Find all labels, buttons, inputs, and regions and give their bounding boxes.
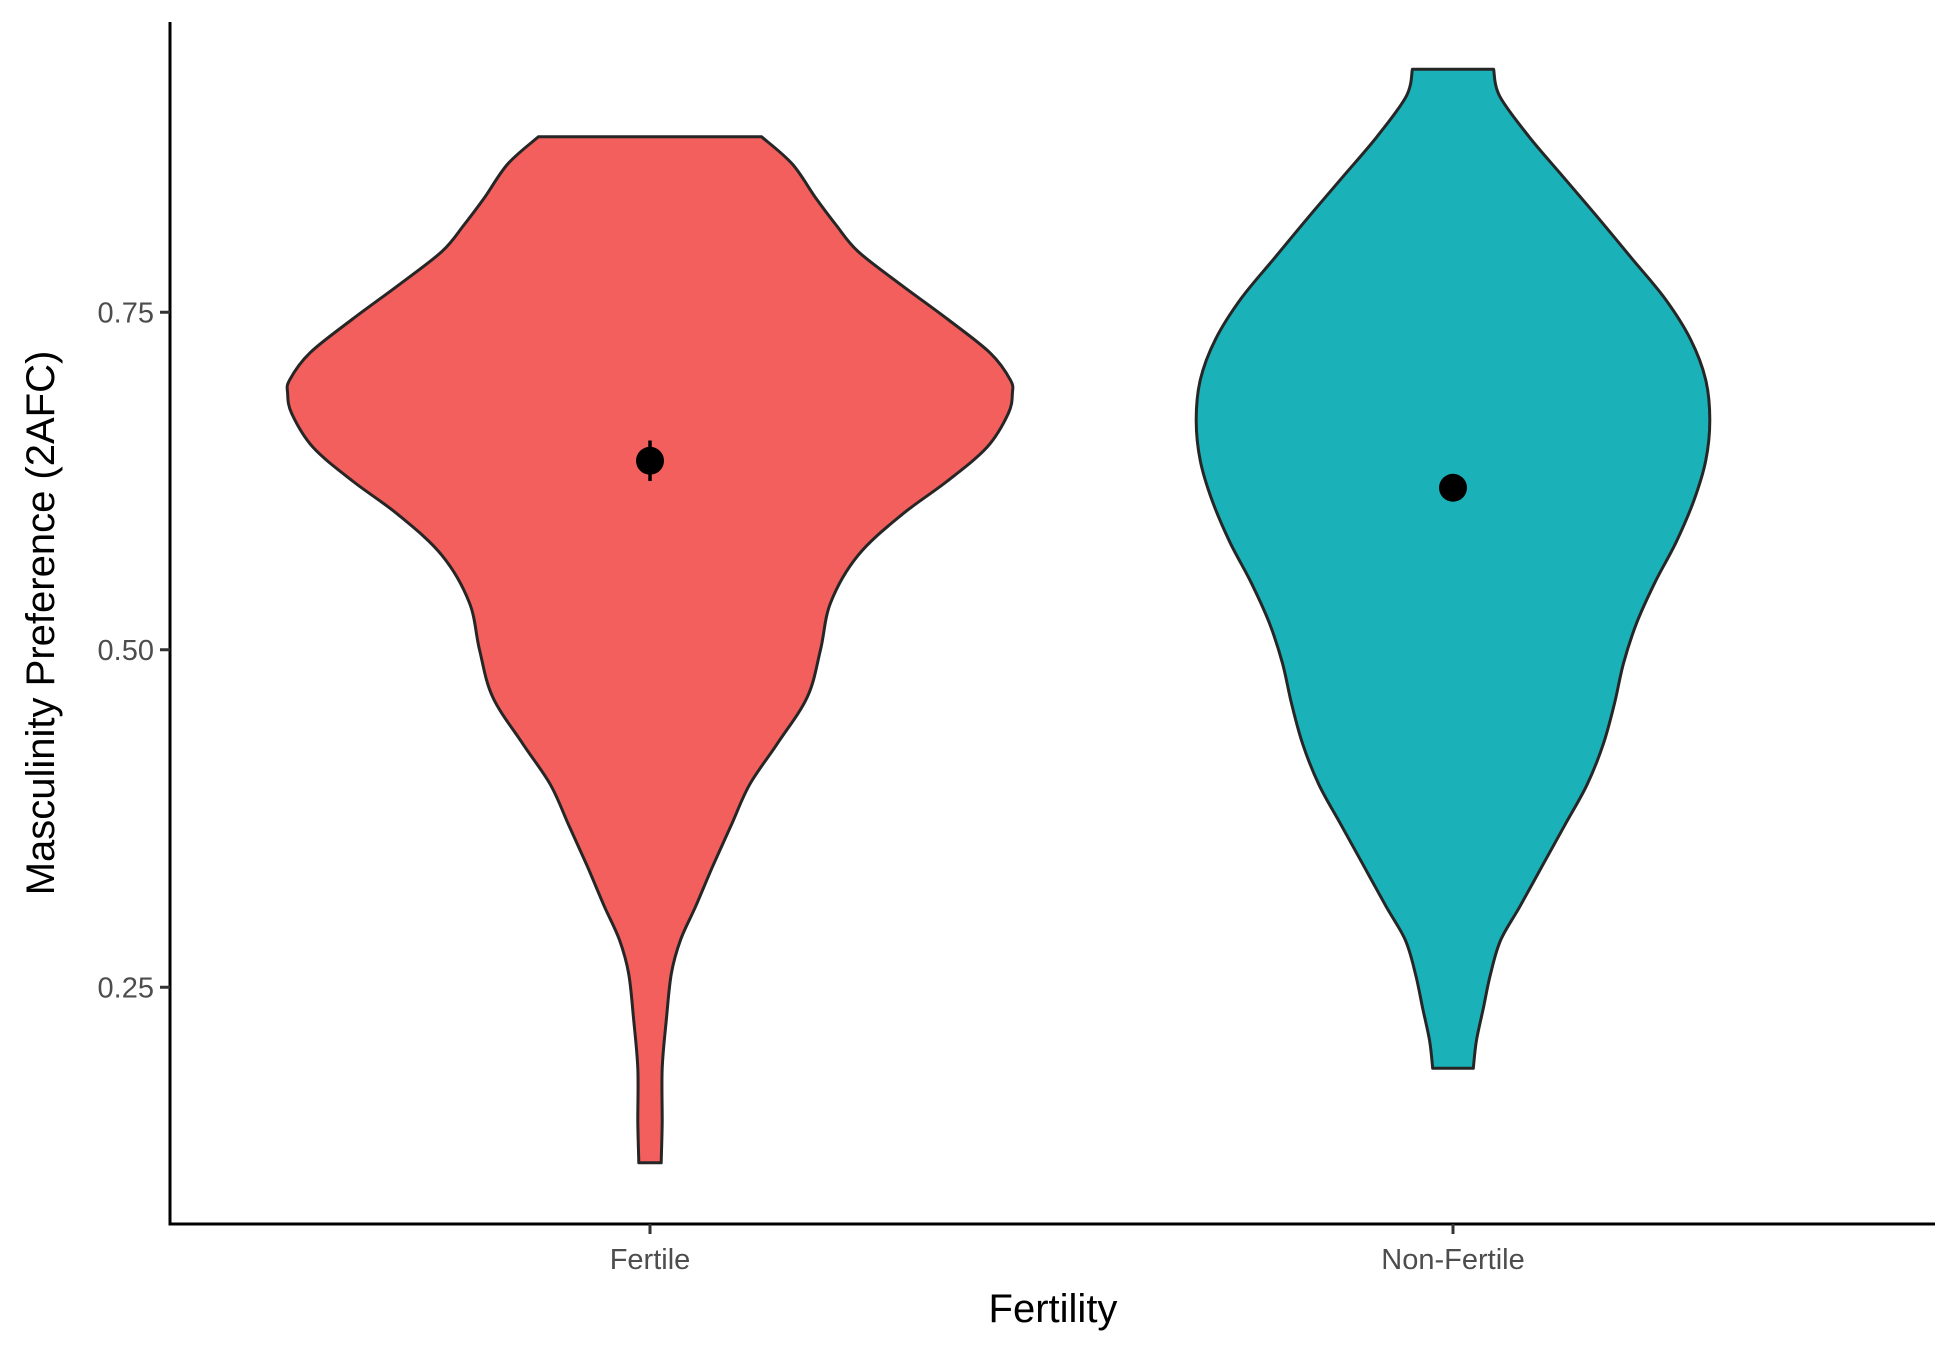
mean-point-non-fertile — [1439, 473, 1467, 502]
mean-points-layer — [636, 440, 1467, 502]
mean-point-fertile — [636, 446, 664, 475]
violin-fertile — [285, 135, 1015, 1165]
y-tick-label: 0.50 — [98, 635, 154, 667]
violin-non-fertile — [1194, 67, 1712, 1070]
axes-layer: 0.25 0.50 0.75 Fertile Non-Fertile — [98, 22, 1935, 1276]
x-tick-label: Non-Fertile — [1381, 1244, 1524, 1276]
y-tick-label: 0.75 — [98, 297, 154, 329]
x-axis-title: Fertility — [989, 1287, 1118, 1331]
y-axis-title: Masculinity Preference (2AFC) — [19, 351, 63, 896]
violins-layer — [285, 67, 1712, 1165]
x-tick-label: Fertile — [610, 1244, 691, 1276]
y-tick-label: 0.25 — [98, 972, 154, 1004]
